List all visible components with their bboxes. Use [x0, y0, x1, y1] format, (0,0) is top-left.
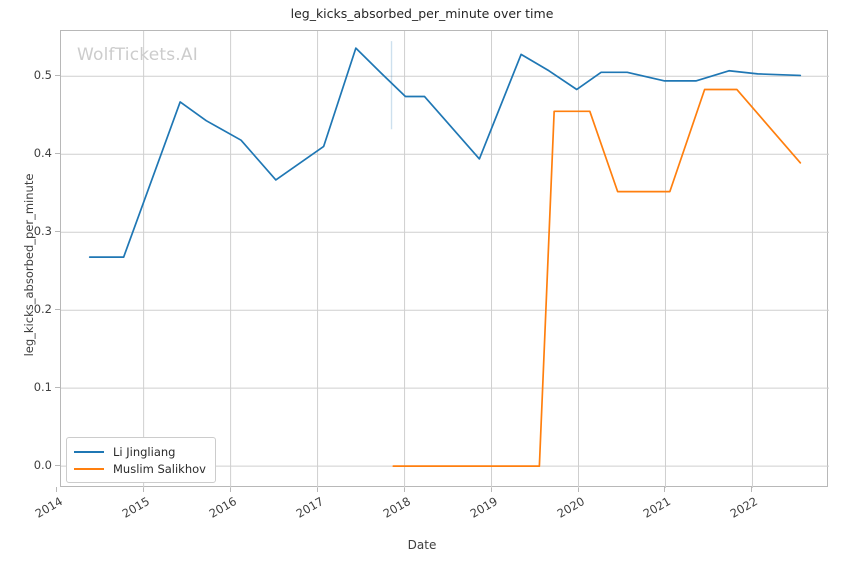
x-tick-mark	[403, 487, 405, 492]
series-line-1	[392, 88, 802, 468]
legend-color-swatch	[74, 450, 104, 453]
x-tick-label: 2018	[380, 494, 413, 521]
x-tick-mark	[55, 487, 57, 492]
x-tick-label: 2019	[467, 494, 500, 521]
x-tick-label: 2020	[554, 494, 587, 521]
legend-item[interactable]: Muslim Salikhov	[74, 460, 206, 477]
x-tick-mark	[490, 487, 492, 492]
x-tick-label: 2021	[641, 494, 674, 521]
plot-area: WolfTickets.AI	[60, 30, 829, 488]
x-tick-label: 2017	[293, 494, 326, 521]
x-axis-label: Date	[407, 538, 437, 552]
y-tick-label: 0.5	[33, 68, 52, 83]
x-tick-label: 2014	[32, 494, 65, 521]
y-axis-label: leg_kicks_absorbed_per_minute	[22, 173, 36, 357]
x-tick-mark	[229, 487, 231, 492]
legend-item[interactable]: Li Jingliang	[74, 443, 206, 460]
x-tick-label: 2016	[206, 494, 239, 521]
x-tick-mark	[316, 487, 318, 492]
watermark-text: WolfTickets.AI	[77, 45, 198, 65]
x-tick-label: 2015	[119, 494, 152, 521]
x-tick-mark	[142, 487, 144, 492]
legend-color-swatch	[74, 467, 104, 470]
x-tick-mark	[577, 487, 579, 492]
x-tick-mark	[751, 487, 753, 492]
grid-lines	[61, 31, 829, 488]
legend-label: Li Jingliang	[113, 444, 176, 459]
series-line-0	[88, 47, 802, 259]
x-tick-label: 2022	[728, 494, 761, 521]
legend-label: Muslim Salikhov	[113, 461, 206, 476]
y-tick-label: 0.0	[33, 458, 52, 473]
chart-title: leg_kicks_absorbed_per_minute over time	[290, 6, 554, 21]
series-lines	[88, 41, 802, 468]
x-tick-mark	[664, 487, 666, 492]
chart-legend[interactable]: Li Jingliang Muslim Salikhov	[66, 437, 216, 483]
